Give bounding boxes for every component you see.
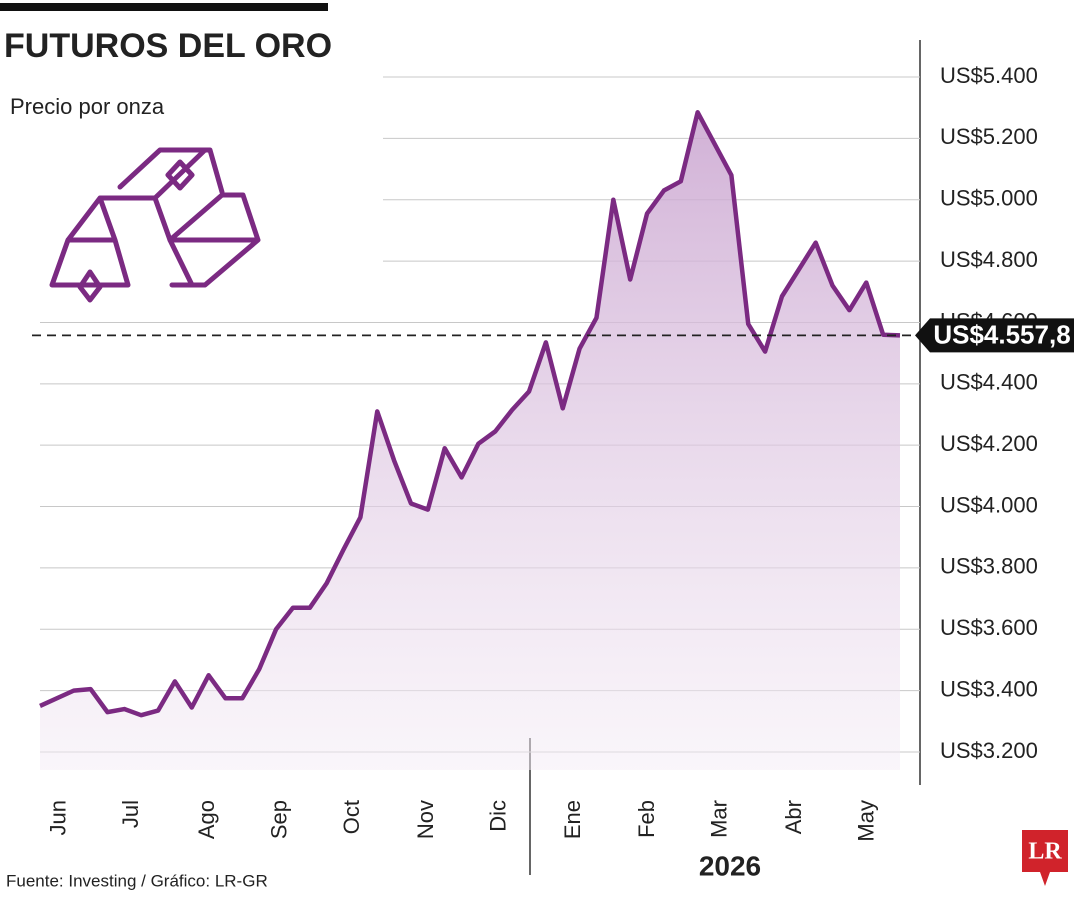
y-tick-label: US$3.200 bbox=[940, 738, 1038, 763]
x-tick-label: Dic bbox=[486, 800, 511, 832]
y-tick-label: US$4.200 bbox=[940, 431, 1038, 456]
x-tick-label: Oct bbox=[339, 800, 364, 834]
gold-icon bbox=[49, 147, 261, 303]
y-tick-label: US$5.400 bbox=[940, 63, 1038, 88]
x-tick-label: Jul bbox=[118, 800, 143, 828]
y-tick-label: US$3.600 bbox=[940, 615, 1038, 640]
x-tick-label: Mar bbox=[707, 800, 732, 838]
area bbox=[40, 112, 900, 771]
subtitle: Precio por onza bbox=[10, 94, 165, 119]
logo bbox=[1022, 830, 1068, 886]
y-tick-label: US$3.400 bbox=[940, 676, 1038, 701]
title-bar bbox=[0, 3, 328, 11]
y-tick-label: US$4.000 bbox=[940, 492, 1038, 517]
x-tick-label: Ago bbox=[194, 800, 219, 839]
source: Fuente: Investing / Gráfico: LR-GR bbox=[6, 871, 268, 890]
chart-title: FUTUROS DEL ORO bbox=[4, 27, 332, 65]
x-tick-label: Feb bbox=[634, 800, 659, 838]
x-tick-label: Nov bbox=[413, 800, 438, 839]
y-tick-label: US$3.800 bbox=[940, 554, 1038, 579]
x-tick-label: May bbox=[853, 800, 878, 842]
logo-text: LR bbox=[1028, 839, 1062, 865]
year-label: 2026 bbox=[699, 850, 761, 881]
value-label: US$4.557,8 bbox=[933, 319, 1070, 349]
x-tick-label: Sep bbox=[267, 800, 292, 839]
x-tick-label: Jun bbox=[46, 800, 71, 835]
y-tick-label: US$4.800 bbox=[940, 247, 1038, 272]
x-tick-label: Ene bbox=[560, 800, 585, 839]
line bbox=[39, 110, 901, 718]
y-tick-label: US$5.000 bbox=[940, 186, 1038, 211]
x-tick-label: Abr bbox=[781, 800, 806, 834]
value-flag bbox=[915, 318, 1074, 353]
y-tick-label: US$4.400 bbox=[940, 370, 1038, 395]
y-tick-label: US$5.200 bbox=[940, 124, 1038, 149]
